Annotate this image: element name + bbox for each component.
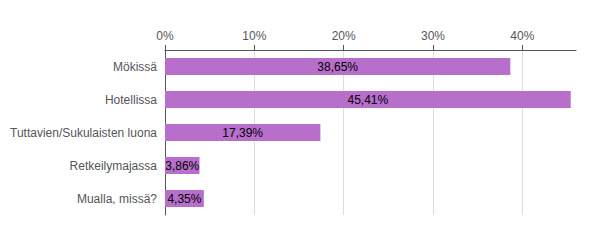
svg-text:Tuttavien/Sukulaisten luona: Tuttavien/Sukulaisten luona bbox=[10, 126, 157, 140]
svg-text:17,39%: 17,39% bbox=[222, 126, 263, 140]
svg-text:45,41%: 45,41% bbox=[348, 93, 389, 107]
svg-text:Mualla, missä?: Mualla, missä? bbox=[77, 192, 157, 206]
svg-text:20%: 20% bbox=[332, 29, 356, 43]
svg-text:Retkeilymajassa: Retkeilymajassa bbox=[70, 159, 158, 173]
svg-text:38,65%: 38,65% bbox=[317, 60, 358, 74]
svg-text:30%: 30% bbox=[421, 29, 445, 43]
svg-text:40%: 40% bbox=[510, 29, 534, 43]
svg-text:3,86%: 3,86% bbox=[165, 159, 199, 173]
svg-text:10%: 10% bbox=[242, 29, 266, 43]
svg-text:0%: 0% bbox=[156, 29, 174, 43]
svg-text:Mökissä: Mökissä bbox=[113, 60, 157, 74]
svg-text:Hotellissa: Hotellissa bbox=[105, 93, 157, 107]
svg-text:4,35%: 4,35% bbox=[167, 192, 201, 206]
